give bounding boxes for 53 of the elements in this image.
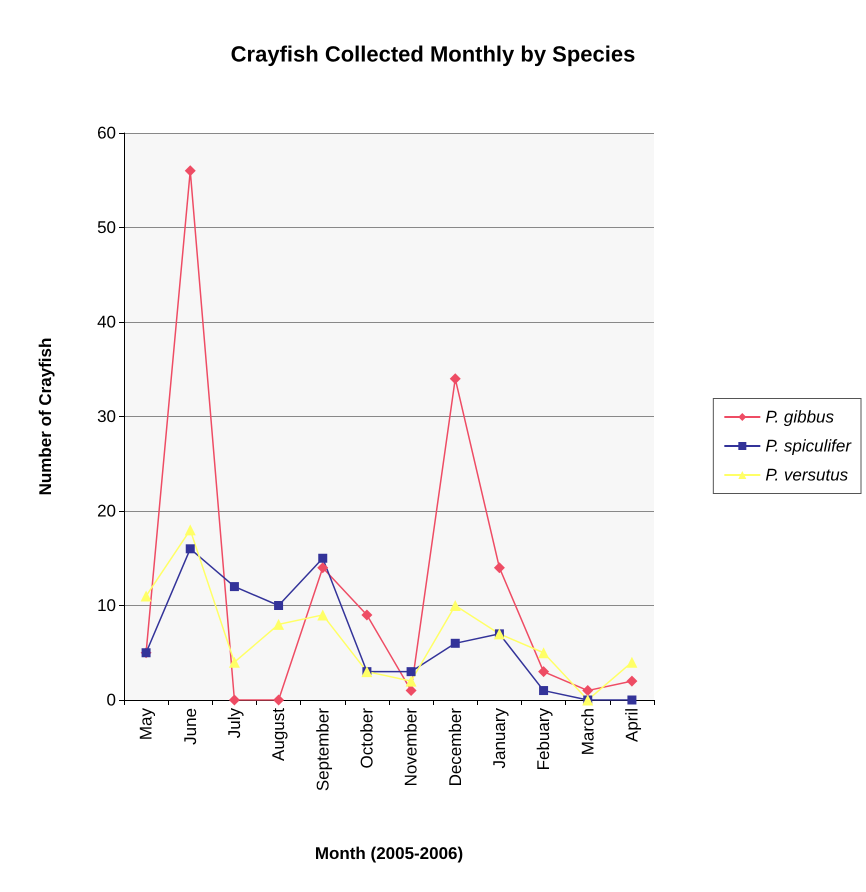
point <box>228 694 240 706</box>
point <box>406 676 417 687</box>
point <box>186 544 195 554</box>
point <box>230 582 239 592</box>
y-tick-label: 20 <box>97 502 116 520</box>
y-tick-label: 40 <box>97 312 116 332</box>
point <box>539 686 548 696</box>
point <box>184 165 196 176</box>
point <box>318 554 328 563</box>
point <box>317 562 328 574</box>
x-tick-label: October <box>357 708 376 768</box>
x-tick-label: December <box>446 708 465 786</box>
y-tick-label: 10 <box>97 596 116 615</box>
legend-label: P. gibbus <box>765 408 835 426</box>
point <box>184 524 196 536</box>
point <box>273 694 284 706</box>
point <box>626 676 638 687</box>
point <box>582 685 594 696</box>
x-tick-label: July <box>224 708 244 738</box>
x-tick-label: September <box>313 708 332 792</box>
x-tick-label: March <box>578 708 598 756</box>
point <box>450 600 461 611</box>
point <box>140 590 152 602</box>
point <box>626 656 638 668</box>
y-tick-label: 30 <box>97 407 116 426</box>
x-tick-label: November <box>402 708 421 786</box>
point <box>627 696 636 704</box>
y-tick-label: 60 <box>97 124 116 142</box>
legend-label: P. spiculifer <box>765 436 852 456</box>
y-axis-title: Number of Crayfish <box>36 338 55 496</box>
point <box>450 373 461 384</box>
point <box>274 601 284 610</box>
point <box>406 667 416 676</box>
x-tick-label: Febuary <box>534 708 554 770</box>
x-tick-label: June <box>180 708 200 745</box>
point <box>273 618 284 630</box>
x-tick-label: May <box>136 708 156 740</box>
x-tick-label: January <box>490 708 509 768</box>
x-axis-title: Month (2005-2006) <box>314 844 464 863</box>
chart-title: Crayfish Collected Monthly by Species <box>230 42 636 66</box>
point <box>317 609 328 620</box>
point <box>228 656 240 668</box>
point <box>494 562 505 574</box>
point <box>450 638 460 648</box>
legend-label: P. versutus <box>765 466 849 484</box>
y-tick-label: 50 <box>97 218 116 237</box>
point <box>538 647 550 658</box>
x-tick-label: April <box>622 708 642 742</box>
point <box>538 666 550 678</box>
point <box>361 609 372 620</box>
x-tick-label: August <box>269 708 288 761</box>
point <box>406 685 417 696</box>
y-tick-label: 0 <box>106 690 116 710</box>
